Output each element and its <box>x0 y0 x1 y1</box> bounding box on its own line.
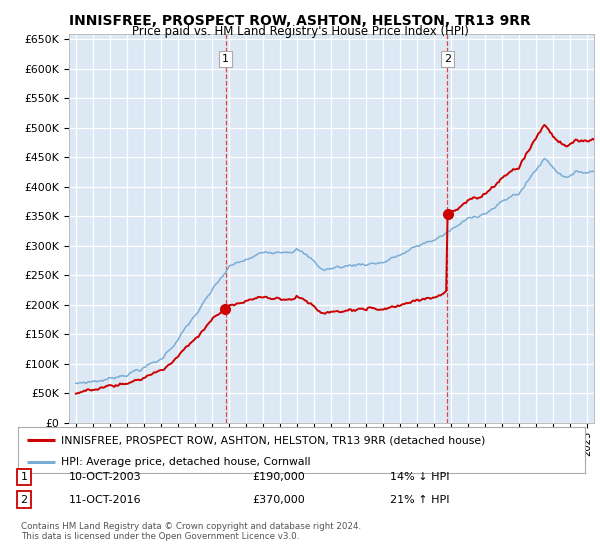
Text: Price paid vs. HM Land Registry's House Price Index (HPI): Price paid vs. HM Land Registry's House … <box>131 25 469 38</box>
Text: HPI: Average price, detached house, Cornwall: HPI: Average price, detached house, Corn… <box>61 457 310 467</box>
Text: 1: 1 <box>222 54 229 64</box>
Text: INNISFREE, PROSPECT ROW, ASHTON, HELSTON, TR13 9RR: INNISFREE, PROSPECT ROW, ASHTON, HELSTON… <box>69 14 531 28</box>
Text: 10-OCT-2003: 10-OCT-2003 <box>69 472 142 482</box>
Text: Contains HM Land Registry data © Crown copyright and database right 2024.
This d: Contains HM Land Registry data © Crown c… <box>21 522 361 542</box>
Text: £370,000: £370,000 <box>252 494 305 505</box>
Text: 1: 1 <box>20 472 28 482</box>
Text: £190,000: £190,000 <box>252 472 305 482</box>
Text: 2: 2 <box>443 54 451 64</box>
Text: 11-OCT-2016: 11-OCT-2016 <box>69 494 142 505</box>
Text: 21% ↑ HPI: 21% ↑ HPI <box>390 494 449 505</box>
Text: INNISFREE, PROSPECT ROW, ASHTON, HELSTON, TR13 9RR (detached house): INNISFREE, PROSPECT ROW, ASHTON, HELSTON… <box>61 435 485 445</box>
Text: 2: 2 <box>20 494 28 505</box>
Text: 14% ↓ HPI: 14% ↓ HPI <box>390 472 449 482</box>
